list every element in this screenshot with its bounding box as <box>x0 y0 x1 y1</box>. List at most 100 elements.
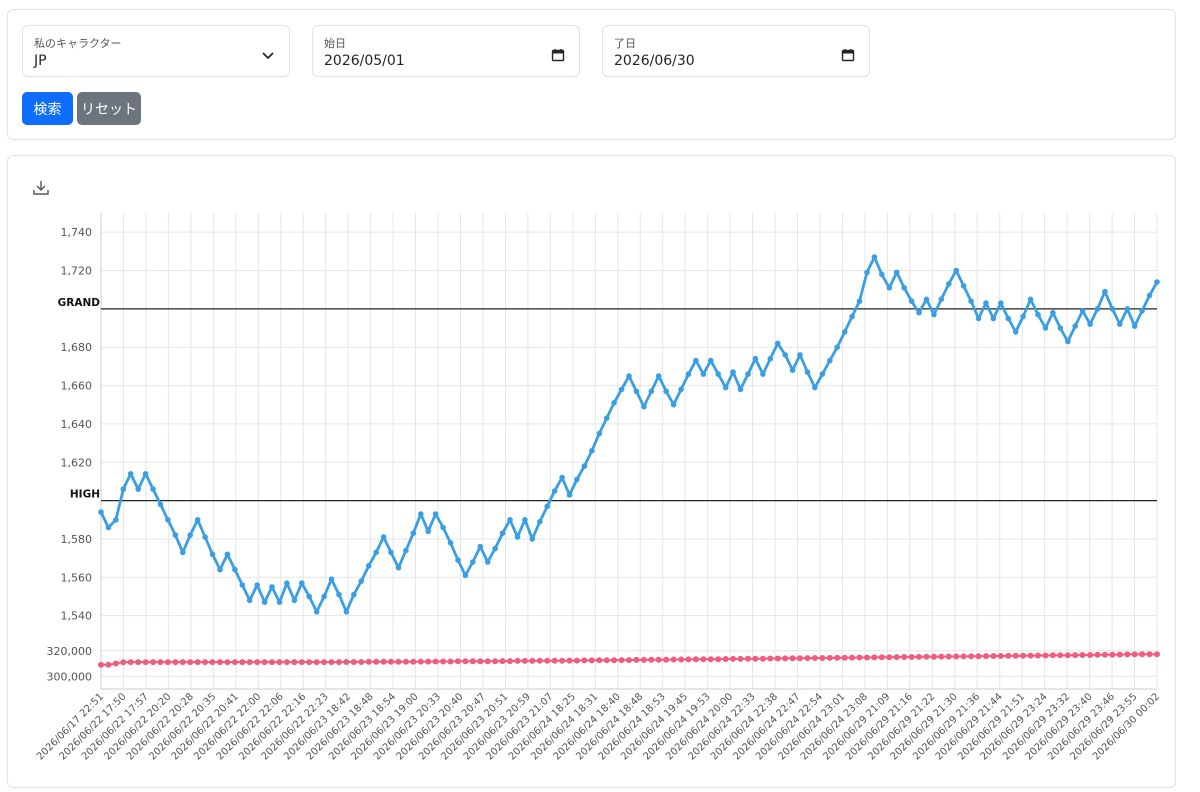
data-point-2 <box>953 653 960 660</box>
data-point-1 <box>217 566 223 573</box>
character-select[interactable]: 私のキャラクター JP <box>22 25 290 77</box>
calendar-icon[interactable] <box>551 48 565 62</box>
data-point-1 <box>618 386 625 393</box>
data-point-1 <box>960 283 967 289</box>
data-point-2 <box>261 659 268 666</box>
data-point-2 <box>551 657 558 664</box>
data-point-1 <box>648 388 655 395</box>
data-point-1 <box>901 285 907 291</box>
data-point-2 <box>484 658 491 665</box>
data-point-2 <box>826 654 833 661</box>
data-point-1 <box>990 315 997 322</box>
data-point-2 <box>789 655 796 662</box>
calendar-icon[interactable] <box>841 48 855 62</box>
data-point-2 <box>425 658 432 665</box>
data-point-1 <box>737 386 744 393</box>
data-point-1 <box>797 352 803 358</box>
data-point-2 <box>626 657 632 664</box>
data-point-2 <box>499 658 506 665</box>
data-point-2 <box>819 655 826 661</box>
data-point-1 <box>440 524 446 531</box>
data-point-1 <box>975 315 982 322</box>
y-tick-label: 1,580 <box>61 533 93 546</box>
data-point-1 <box>544 503 550 510</box>
data-point-1 <box>165 517 171 523</box>
data-point-1 <box>1146 292 1153 299</box>
data-point-1 <box>484 559 491 565</box>
data-point-2 <box>737 655 744 662</box>
data-point-1 <box>514 534 521 540</box>
data-point-1 <box>722 384 729 391</box>
data-point-2 <box>432 658 439 665</box>
data-point-2 <box>692 656 699 663</box>
data-point-1 <box>403 547 409 554</box>
download-icon[interactable] <box>32 179 50 197</box>
data-point-2 <box>633 656 640 663</box>
data-point-1 <box>276 599 283 605</box>
data-point-2 <box>566 657 573 664</box>
data-point-1 <box>328 576 335 582</box>
data-point-2 <box>455 658 461 665</box>
data-point-2 <box>1005 652 1012 659</box>
data-point-1 <box>774 340 781 347</box>
data-point-2 <box>901 654 908 660</box>
y-tick-label: 320,000 <box>47 645 93 658</box>
data-point-1 <box>98 509 104 515</box>
data-point-2 <box>1101 651 1108 658</box>
data-point-1 <box>559 474 565 481</box>
data-point-1 <box>537 518 543 525</box>
series-line-1 <box>99 255 1159 614</box>
end-date-value: 2026/06/30 <box>614 53 695 69</box>
data-point-2 <box>640 656 647 663</box>
data-point-1 <box>730 369 736 375</box>
data-point-2 <box>365 658 372 665</box>
data-point-2 <box>722 656 729 662</box>
data-point-1 <box>879 271 885 278</box>
start-date-field[interactable]: 始日 2026/05/01 <box>312 25 580 77</box>
data-point-2 <box>1116 651 1123 658</box>
data-point-1 <box>462 572 469 579</box>
data-point-2 <box>573 657 580 664</box>
data-point-1 <box>1102 288 1108 295</box>
data-point-1 <box>470 559 476 565</box>
data-point-1 <box>194 517 201 523</box>
data-point-2 <box>1079 652 1086 658</box>
data-point-2 <box>462 658 469 665</box>
data-point-2 <box>811 655 818 661</box>
search-button[interactable]: 検索 <box>22 92 73 125</box>
data-point-2 <box>321 659 328 666</box>
data-point-1 <box>752 355 759 362</box>
data-point-1 <box>1124 306 1131 312</box>
data-point-2 <box>112 660 119 667</box>
data-point-1 <box>834 344 840 350</box>
reset-button[interactable]: リセット <box>77 92 141 125</box>
data-point-1 <box>172 532 179 538</box>
data-point-2 <box>98 661 104 668</box>
data-point-2 <box>1094 651 1101 658</box>
reference-line-label: GRAND <box>58 297 101 309</box>
data-point-1 <box>968 298 974 304</box>
data-point-1 <box>157 501 164 508</box>
data-point-2 <box>1131 651 1138 658</box>
data-point-2 <box>187 659 194 666</box>
data-point-2 <box>930 653 937 660</box>
data-point-2 <box>477 658 484 665</box>
data-point-1 <box>507 517 513 523</box>
y-tick-label: 1,640 <box>61 418 93 431</box>
data-point-2 <box>269 659 275 666</box>
data-point-2 <box>916 653 922 660</box>
end-date-field[interactable]: 了日 2026/06/30 <box>602 25 870 77</box>
data-point-2 <box>142 659 149 666</box>
data-point-2 <box>648 656 655 663</box>
data-point-1 <box>946 281 952 287</box>
data-point-2 <box>544 657 551 664</box>
data-point-1 <box>603 415 610 422</box>
data-point-1 <box>767 355 774 362</box>
data-point-1 <box>284 580 290 586</box>
data-point-2 <box>157 659 164 666</box>
data-point-1 <box>1012 329 1019 335</box>
data-point-2 <box>745 655 751 662</box>
data-point-1 <box>499 530 506 536</box>
data-point-2 <box>968 653 975 660</box>
data-point-1 <box>804 369 811 375</box>
